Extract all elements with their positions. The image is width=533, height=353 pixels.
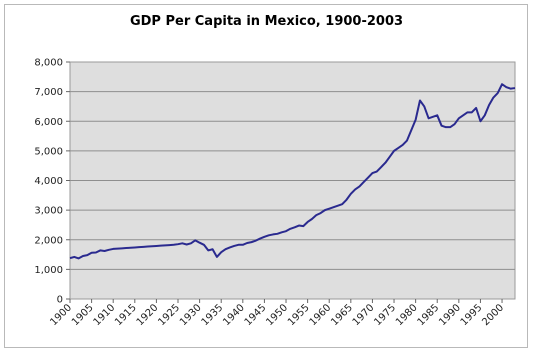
x-axis: 1900190519101915192019251930193519401945…	[48, 299, 506, 328]
gdp-series-line	[69, 83, 516, 260]
grid-lines	[70, 91, 515, 270]
series-layer	[69, 83, 516, 260]
x-tick-label: 1900	[48, 302, 74, 328]
chart-title: GDP Per Capita in Mexico, 1900-2003	[129, 14, 404, 29]
y-tick-label: 7,000	[34, 87, 63, 98]
x-tick-label: 1930	[178, 302, 204, 328]
x-tick-label: 1920	[135, 302, 161, 328]
x-tick-label: 1960	[308, 302, 334, 328]
y-tick-label: 5,000	[34, 146, 63, 157]
x-tick-label: 1985	[416, 302, 442, 328]
x-tick-label: 1905	[70, 302, 96, 328]
y-tick-label: 3,000	[34, 206, 63, 217]
y-tick-label: 6,000	[34, 117, 63, 128]
y-axis: 0 1,000 2,000 3,000 4,000 5,000 6,000 7,000 8,00…	[34, 58, 70, 306]
x-tick-label: 1975	[372, 302, 398, 328]
x-tick-label: 1980	[394, 302, 420, 328]
y-tick-label: 1,000	[34, 265, 63, 276]
x-tick-label: 1970	[351, 302, 377, 328]
y-tick-label: 0	[57, 295, 63, 306]
x-tick-label: 1965	[329, 302, 355, 328]
x-tick-label: 1950	[264, 302, 290, 328]
x-tick-label: 1940	[221, 302, 247, 328]
x-tick-label: 1990	[437, 302, 463, 328]
x-tick-label: 1995	[459, 302, 485, 328]
x-tick-label: 1910	[92, 302, 118, 328]
x-tick-label: 2000	[480, 302, 506, 328]
y-tick-label: 8,000	[34, 58, 63, 69]
y-tick-label: 4,000	[34, 176, 63, 187]
x-tick-label: 1925	[156, 302, 182, 328]
x-tick-label: 1955	[286, 302, 312, 328]
y-tick-label: 2,000	[34, 235, 63, 246]
x-tick-label: 1945	[243, 302, 269, 328]
x-tick-label: 1915	[113, 302, 139, 328]
x-tick-label: 1935	[200, 302, 226, 328]
